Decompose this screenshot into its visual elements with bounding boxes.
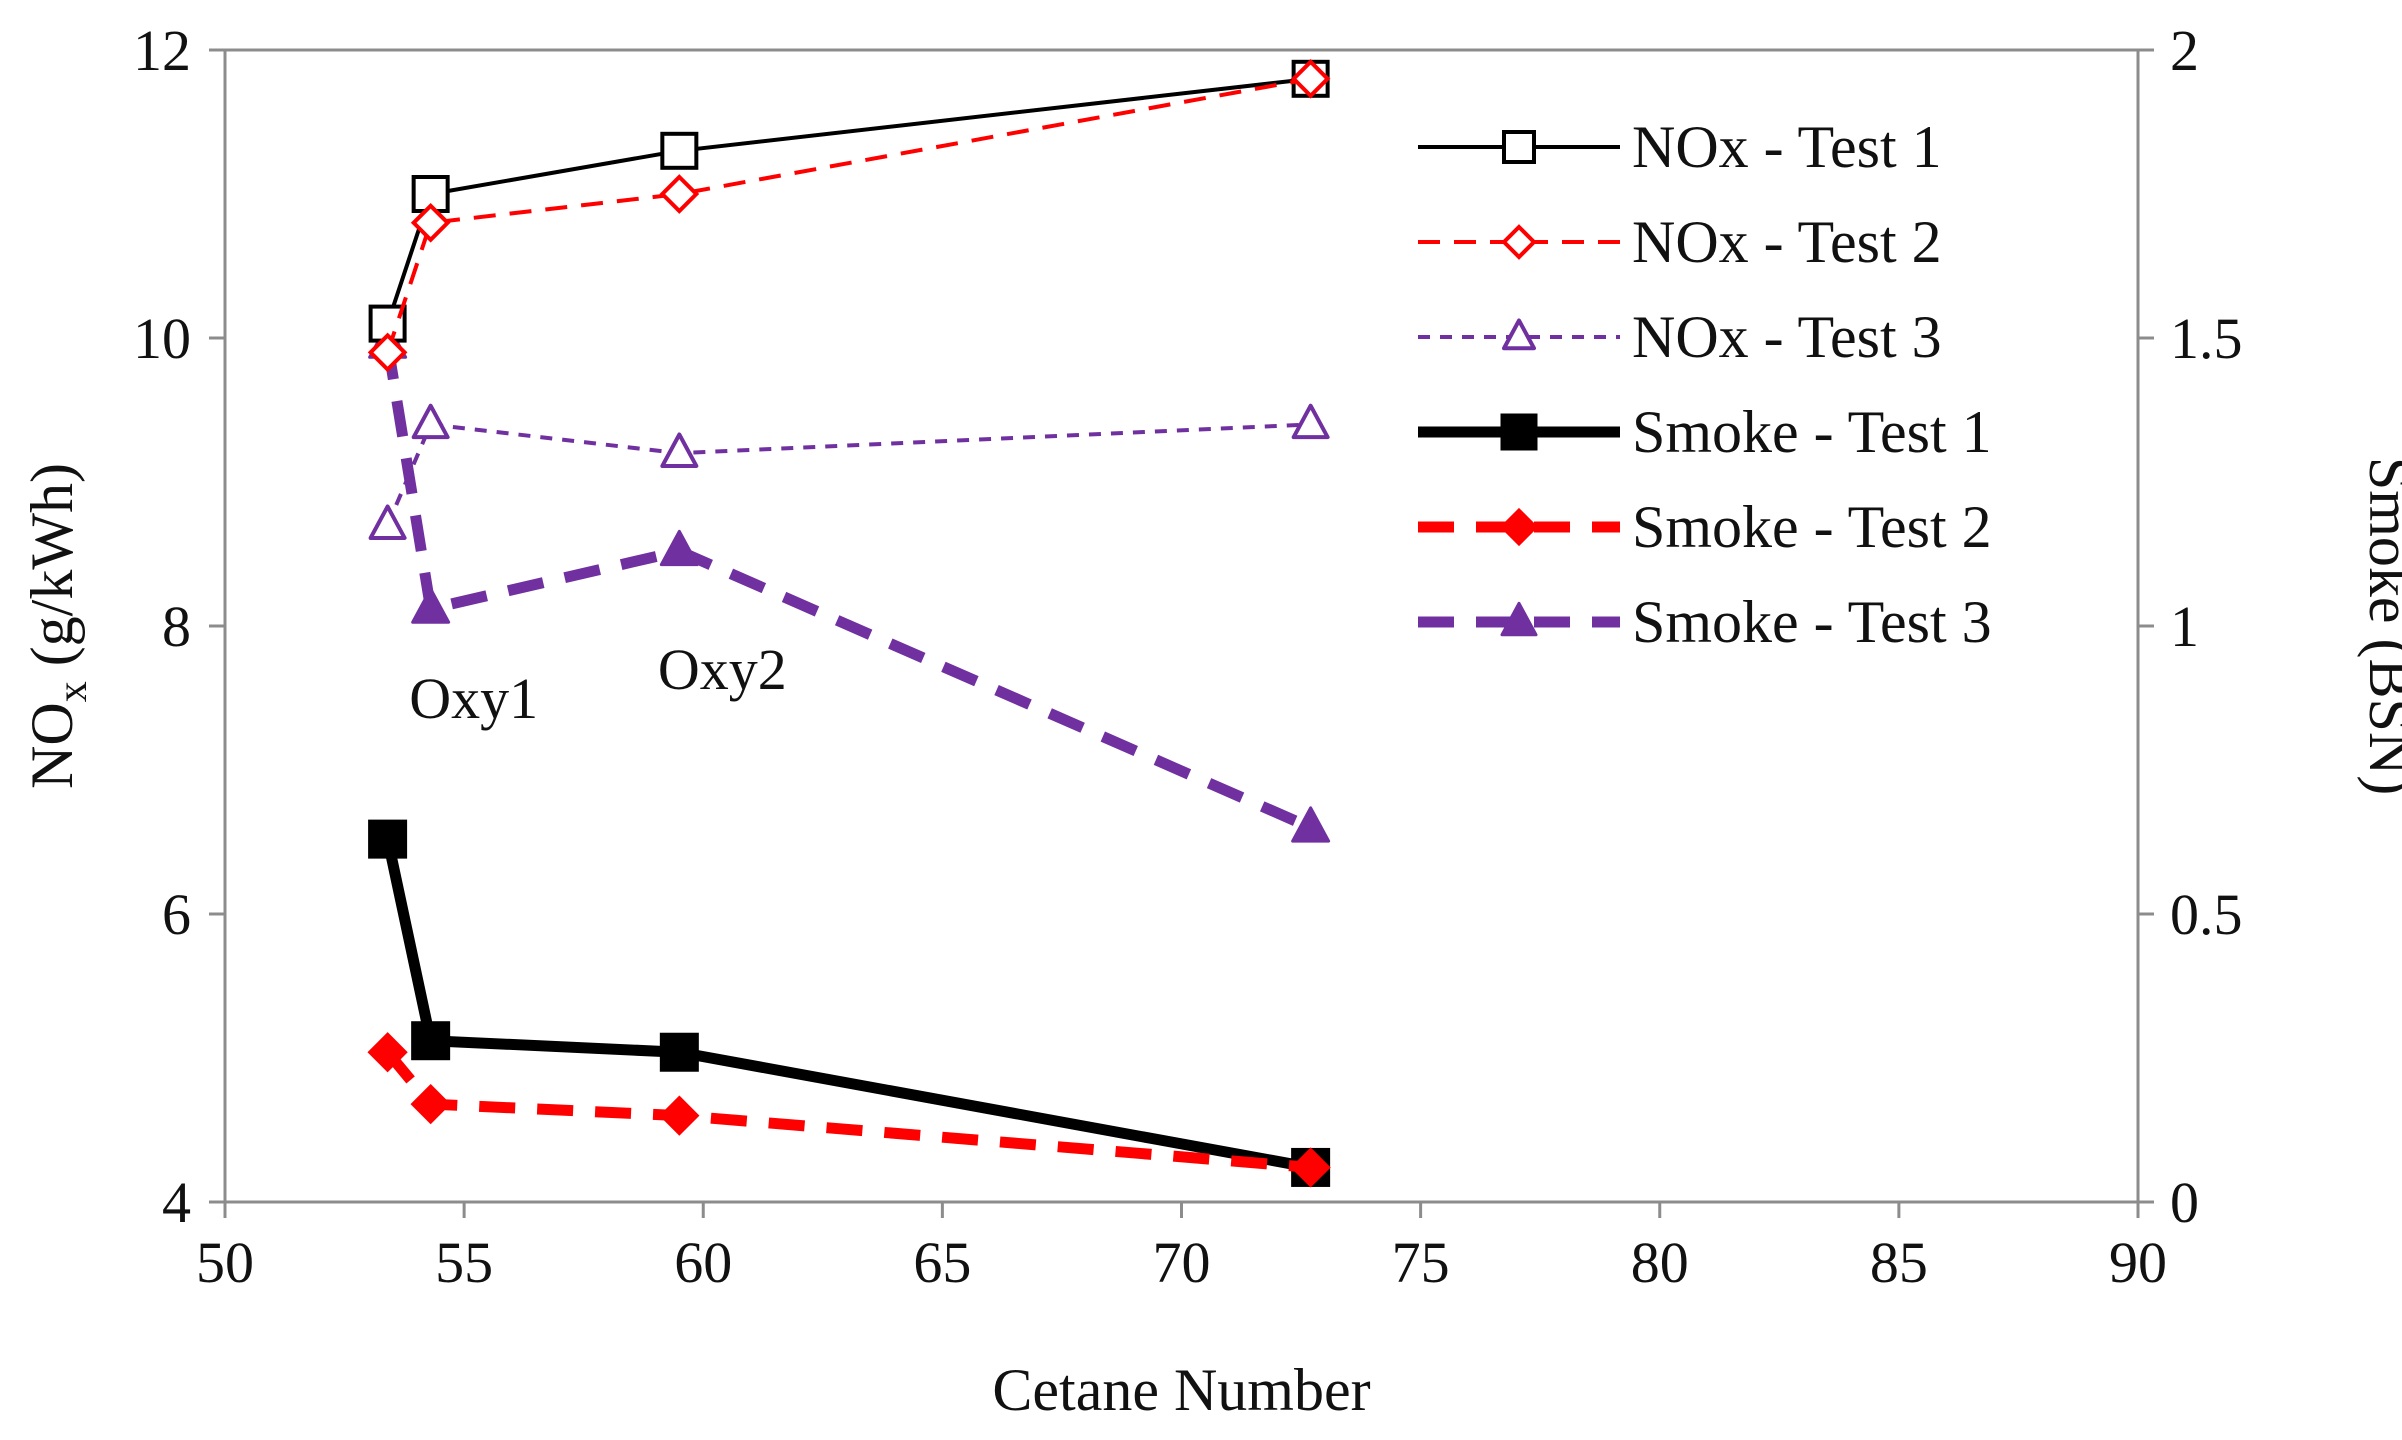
data-point [411,1021,451,1061]
legend-label: Smoke - Test 1 [1632,399,1992,465]
data-point [410,1083,451,1125]
legend-label: Smoke - Test 2 [1632,494,1992,560]
data-point [411,403,450,440]
annotations: Oxy1 Oxy2 [409,637,787,731]
legend-item: NOx - Test 1 [1418,114,1942,180]
legend-marker [1500,413,1538,451]
legend-item: Smoke - Test 3 [1418,589,1992,655]
legend-item: NOx - Test 2 [1418,209,1942,275]
y-tick-label: 6 [162,882,191,947]
x-tick-label: 75 [1392,1230,1450,1295]
series-line [385,76,1311,325]
series-line [383,1048,1312,1173]
y2-tick-label: 2 [2170,18,2199,83]
plot-area [367,58,1331,1188]
y2-tick-label: 1 [2170,594,2199,659]
series-nox-test-1 [368,59,1330,343]
data-point [659,1095,700,1136]
legend-marker [1499,507,1539,547]
y-axis-title-main: NO [19,702,85,789]
legend-marker [1501,224,1537,260]
legend-item: Smoke - Test 2 [1418,494,1992,560]
y-axis-title-unit: (g/kWh) [19,463,85,681]
legend-label: NOx - Test 2 [1632,209,1942,275]
y2-tick-label: 0.5 [2170,882,2243,947]
data-point [368,819,408,859]
legend-item: Smoke - Test 1 [1418,399,1992,465]
series-line [385,76,1311,354]
data-point [659,174,700,214]
y-tick-label: 10 [133,306,191,371]
y-axis-title-subscript: x [50,681,96,702]
y2-tick-label: 1.5 [2170,306,2243,371]
x-tick-label: 80 [1631,1230,1689,1295]
series-smoke-test-2 [367,1032,1331,1188]
annotation-label: Oxy1 [409,666,538,731]
y-axis-title: NOx (g/kWh) [19,463,96,789]
legend-marker [1500,601,1538,637]
x-tick-label: 65 [913,1230,971,1295]
data-point [659,1032,699,1072]
data-point [411,587,451,624]
x-tick-label: 85 [1870,1230,1928,1295]
series-nox-test-3 [368,403,1330,540]
axes: 50 55 60 65 70 75 80 85 90 4 6 8 10 12 0 0.5 1 1.5 2 Cetane… [19,18,2402,1423]
series-line [382,837,1312,1173]
x-tick-label: 50 [196,1230,254,1295]
data-point [1290,58,1331,99]
data-point [659,529,699,567]
legend-marker [1502,318,1536,351]
y-tick-label: 12 [133,18,191,83]
x-tick-label: 90 [2109,1230,2167,1295]
data-point [660,131,699,170]
x-tick-label: 55 [435,1230,493,1295]
legend-label: Smoke - Test 3 [1632,589,1992,655]
series-line [385,422,1311,526]
y2-tick-label: 0 [2170,1170,2199,1235]
x-tick-label: 70 [1153,1230,1211,1295]
data-point [410,202,451,243]
y2-axis-title: Smoke (BSN) [2357,457,2402,795]
data-point [1291,403,1330,440]
x-tick-label: 60 [674,1230,732,1295]
data-point [1291,806,1331,843]
data-point [660,432,699,468]
annotation-label: Oxy2 [658,637,787,702]
legend-label: NOx - Test 3 [1632,304,1942,370]
y-tick-label: 4 [162,1170,191,1235]
data-point [1290,1147,1331,1188]
data-point [367,1032,408,1073]
legend: NOx - Test 1 NOx - Test 2 NOx - Test 3 Smok… [1418,114,1992,655]
data-point [368,504,407,540]
y-tick-label: 8 [162,594,191,659]
x-axis-title: Cetane Number [992,1357,1370,1423]
legend-item: NOx - Test 3 [1418,304,1942,370]
legend-label: NOx - Test 1 [1632,114,1942,180]
series-nox-test-2 [367,58,1331,373]
data-point [367,332,408,373]
legend-marker [1502,130,1536,164]
